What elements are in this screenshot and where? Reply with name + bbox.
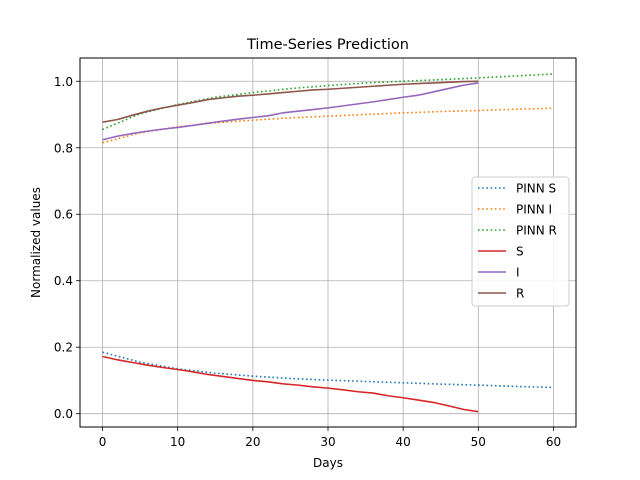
series-line-s [102, 355, 479, 413]
y-tick-label: 0.2 [54, 341, 73, 355]
x-tick-label: 50 [471, 435, 486, 449]
x-tick-label: 0 [99, 435, 107, 449]
y-tick-label: 1.0 [54, 75, 73, 89]
x-tick-label: 10 [170, 435, 185, 449]
series-line-i [102, 82, 479, 141]
y-tick-label: 0.0 [54, 407, 73, 421]
legend: PINN S PINN I PINN R SIR [471, 176, 570, 307]
x-tick-label: 20 [245, 435, 260, 449]
series-line-pinn-r [102, 73, 554, 131]
x-tick-label: 40 [396, 435, 411, 449]
series-layer [102, 73, 554, 413]
x-axis-ticks: 0 10 20 30 40 50 60 [99, 427, 561, 449]
chart-title: Time-Series Prediction [246, 37, 409, 53]
y-tick-label: 0.4 [54, 274, 73, 288]
x-axis-label: Days [313, 456, 343, 470]
y-axis-ticks: 0.0 0.2 0.4 0.6 0.8 1.0 [54, 75, 80, 421]
y-axis-label: Normalized values [29, 187, 43, 298]
y-tick-label: 0.8 [54, 141, 73, 155]
legend-label: PINN I [516, 203, 552, 217]
series-line-r [102, 80, 479, 123]
legend-label: I [516, 266, 520, 280]
legend-label: PINN R [516, 224, 557, 238]
x-tick-label: 30 [320, 435, 335, 449]
legend-label: S [516, 245, 524, 259]
legend-label: PINN S [516, 182, 556, 196]
x-tick-label: 60 [546, 435, 561, 449]
legend-label: R [516, 287, 524, 301]
y-tick-label: 0.6 [54, 208, 73, 222]
